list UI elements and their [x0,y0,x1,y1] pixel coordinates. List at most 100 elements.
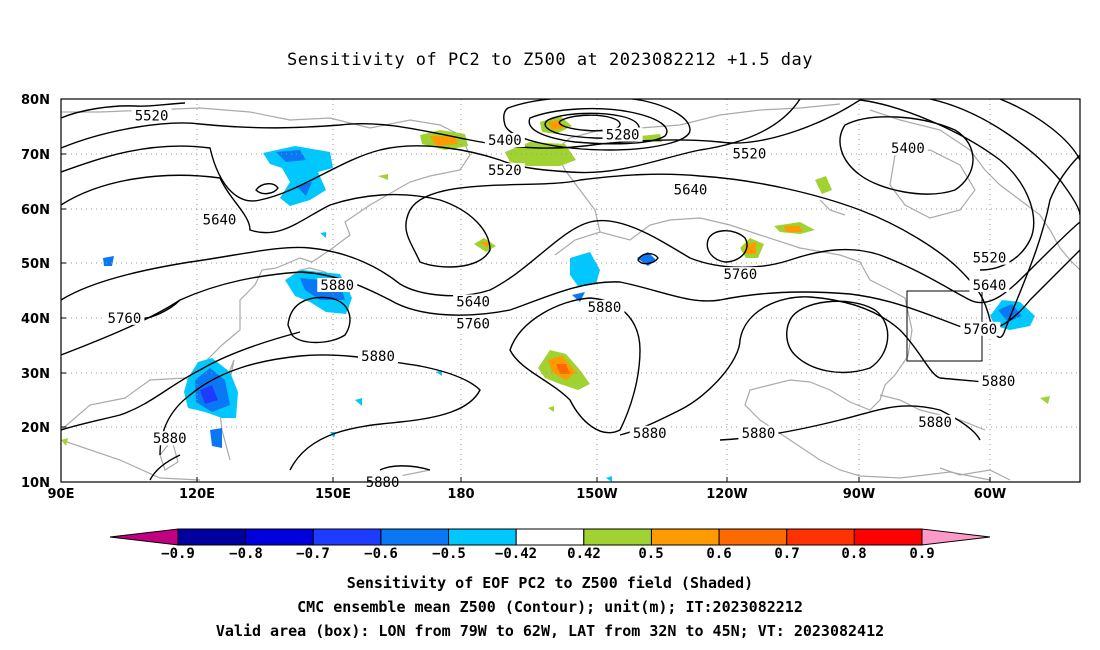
contour-label: 5880 [742,426,776,442]
contour-label-bg [199,212,240,227]
contour-label-bg [484,163,525,178]
contour-label-bg [149,431,190,446]
latitude-labels: 80N 70N 60N 50N 40N 30N 20N 10N [21,93,50,491]
longitude-labels: 90E 120E 150E 180 150W 120W 90W 60W [48,487,1007,502]
contour-label-bg [453,316,494,331]
contour-label: 5520 [733,147,767,163]
contour-label-bg [104,310,145,325]
lat-label: 80N [21,93,50,108]
contour-label: 5880 [918,415,952,431]
lon-label: 180 [447,487,474,502]
colorbar-high-triangle [921,528,991,546]
contour-label-bg [969,278,1010,293]
contour-label: 5760 [456,316,490,332]
contour-label: 5640 [203,212,237,228]
contour-label-bg [602,127,643,142]
contour-label-bg [729,146,770,161]
contour-label-bg [453,294,494,309]
contour-label-bg [629,425,670,440]
colorbar-cell [853,528,923,546]
contour-label-bg [720,267,761,282]
axis-ticks [61,98,991,482]
lat-label: 50N [21,257,50,272]
z500-contours [61,99,1080,481]
colorbar-label: −0.6 [364,546,398,562]
contour-label-bg [358,349,399,364]
colorbar: −0.9 −0.8 −0.7 −0.6 −0.5 −0.42 0.42 0.5 … [109,528,991,562]
lat-label: 20N [21,421,50,436]
coastlines [61,103,1080,481]
caption-line-2: CMC ensemble mean Z500 (Contour); unit(m… [297,598,803,616]
contour-label: 5280 [606,128,640,144]
lon-label: 150W [576,487,617,502]
lon-label: 90E [48,487,75,502]
colorbar-label: −0.8 [229,546,263,562]
caption-line-1: Sensitivity of EOF PC2 to Z500 field (Sh… [346,574,754,592]
colorbar-cell [448,528,517,546]
colorbar-label: −0.5 [432,546,466,562]
contour-label-bg [969,250,1010,265]
lon-label: 60W [974,487,1006,502]
colorbar-label: 0.8 [841,546,866,562]
lon-label: 120W [706,487,747,502]
colorbar-label: −0.9 [161,546,195,562]
colorbar-cells [177,528,923,546]
colorbar-cell [245,528,314,546]
contour-label: 5520 [135,108,169,124]
contour-label: 5880 [153,431,187,447]
contour-label-bg [978,373,1019,388]
contour-label: 5880 [633,426,667,442]
colorbar-label: −0.42 [495,546,537,562]
negative-region-central-pacific [570,252,600,286]
contour-label-bg [317,278,358,293]
contour-label: 5760 [108,311,142,327]
contour-label: 5880 [982,374,1016,390]
contour-label-bg [131,108,172,123]
lon-label: 90W [843,487,875,502]
contour-label: 5880 [320,278,354,294]
lat-label: 40N [21,312,50,327]
colorbar-cell [718,528,788,546]
colorbar-label: 0.6 [706,546,731,562]
contour-label: 5520 [488,163,522,179]
negative-region-kamchatka [263,146,333,206]
colorbar-cell [312,528,382,546]
lat-label: 60N [21,203,50,218]
lat-label: 30N [21,367,50,382]
contour-label-bg [887,141,928,156]
colorbar-label: 0.42 [567,546,601,562]
contour-label-bg [584,299,625,314]
contour-label: 5640 [674,182,708,198]
contour-label: 5760 [964,322,998,338]
contour-label: 5400 [488,133,522,149]
colorbar-cell [583,528,652,546]
lat-label: 10N [21,476,50,491]
contour-label: 5880 [361,349,395,365]
contour-label: 5880 [366,475,400,491]
contour-label-bg [670,182,711,197]
lat-label: 70N [21,148,50,163]
lon-label: 120E [179,487,215,502]
colorbar-cell [380,528,450,546]
caption-line-3: Valid area (box): LON from 79W to 62W, L… [215,622,885,640]
contour-label-bg [484,133,525,148]
contour-label-bg [960,321,1001,336]
chart-title: Sensitivity of PC2 to Z500 at 2023082212… [286,50,813,70]
contour-label-bg [738,425,779,440]
plot-frame [60,98,1081,483]
contour-labels: 5520 5400 5280 5520 5520 5400 5640 5640 5520 5640… [104,108,1019,491]
colorbar-label: 0.9 [909,546,934,562]
colorbar-label: 0.7 [774,546,799,562]
contour-label: 5880 [588,300,622,316]
colorbar-cell [177,528,247,546]
contour-label: 5520 [973,251,1007,267]
colorbar-label: 0.5 [638,546,663,562]
colorbar-cell [515,528,585,546]
contour-label: 5640 [456,294,490,310]
contour-label: 5760 [723,267,757,283]
contour-label: 5400 [891,141,925,157]
contour-label: 5640 [973,278,1007,294]
contour-label-bg [915,414,956,429]
colorbar-label: −0.7 [296,546,330,562]
